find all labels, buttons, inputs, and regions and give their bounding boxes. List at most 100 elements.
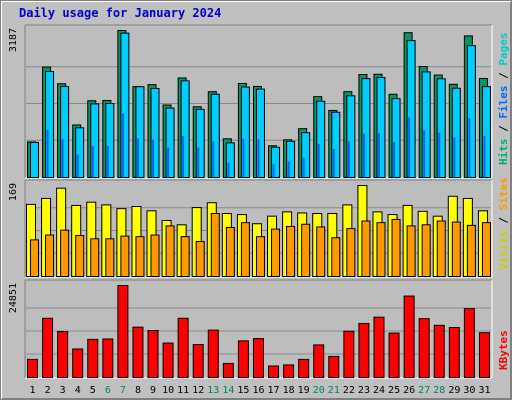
bar-kbytes-day-11 <box>177 317 189 378</box>
bar-sites-day-9 <box>150 234 160 278</box>
bar-sites-day-20 <box>316 226 326 277</box>
bar-sites-day-16 <box>255 236 265 277</box>
bar-files-day-12 <box>195 108 205 178</box>
x-tick-label-day-29: 29 <box>448 385 460 396</box>
x-tick-label-day-2: 2 <box>45 385 51 396</box>
bar-files-day-15 <box>240 86 250 178</box>
bar-kbytes-day-21 <box>328 355 340 378</box>
bar-pages-day-3 <box>61 139 64 178</box>
bar-kbytes-day-14 <box>222 362 234 379</box>
bar-sites-day-15 <box>240 222 250 277</box>
bar-kbytes-day-6 <box>102 338 114 379</box>
x-tick-label-day-13: 13 <box>207 385 219 396</box>
bar-pages-day-26 <box>408 117 411 178</box>
panel-kbytes: 24851 KBytes <box>8 279 510 379</box>
x-tick-label-day-26: 26 <box>403 385 415 396</box>
bar-sites-day-7 <box>120 235 130 278</box>
panel-visits: 169 Visits / Sites <box>8 177 510 278</box>
bar-sites-day-18 <box>286 225 296 278</box>
bar-sites-day-12 <box>195 241 205 277</box>
x-tick-label-day-11: 11 <box>177 385 189 396</box>
bar-pages-day-7 <box>121 113 124 178</box>
legend-item-pages: Pages <box>497 33 510 66</box>
bar-sites-day-28 <box>436 220 446 278</box>
bar-pages-day-24 <box>377 133 380 178</box>
x-tick-label-day-18: 18 <box>283 385 295 396</box>
x-tick-label-day-10: 10 <box>162 385 174 396</box>
bar-pages-day-13 <box>212 141 215 178</box>
legend-separator: / <box>497 119 510 139</box>
bar-files-day-4 <box>75 127 85 178</box>
bar-pages-day-23 <box>362 133 365 178</box>
bar-kbytes-day-8 <box>132 326 144 378</box>
x-tick-label-day-31: 31 <box>478 385 490 396</box>
bar-pages-day-14 <box>227 162 230 178</box>
legend-separator: / <box>497 66 510 86</box>
bar-pages-day-28 <box>438 132 441 178</box>
bar-kbytes-day-5 <box>87 338 99 379</box>
legend-item-kbytes: KBytes <box>497 330 510 370</box>
bar-sites-day-8 <box>135 236 145 277</box>
legend-item-files: Files <box>497 86 510 119</box>
bar-files-day-17 <box>271 146 281 179</box>
bar-kbytes-day-4 <box>72 348 84 379</box>
bar-kbytes-day-23 <box>358 322 370 378</box>
bar-files-day-1 <box>30 141 39 178</box>
bar-pages-day-29 <box>453 137 456 178</box>
panel-hits-legend: Hits / Files / Pages <box>497 33 510 166</box>
bar-files-day-28 <box>436 78 446 178</box>
bar-pages-day-5 <box>91 146 94 178</box>
x-tick-label-day-14: 14 <box>222 385 234 396</box>
panel-kbytes-ymax-label: 24851 <box>8 283 19 313</box>
x-tick-label-day-19: 19 <box>298 385 310 396</box>
x-tick-label-day-12: 12 <box>192 385 204 396</box>
bar-sites-day-17 <box>271 228 281 278</box>
panel-hits-ymax-label: 3187 <box>8 28 19 52</box>
bar-kbytes-day-22 <box>343 330 355 378</box>
x-tick-label-day-21: 21 <box>328 385 340 396</box>
bar-sites-day-11 <box>180 236 190 277</box>
x-tick-label-day-16: 16 <box>252 385 264 396</box>
bar-kbytes-day-12 <box>192 344 204 379</box>
bar-files-day-27 <box>421 71 431 178</box>
bar-pages-day-8 <box>136 138 139 178</box>
bar-pages-day-30 <box>468 118 471 178</box>
bar-sites-day-25 <box>391 218 401 278</box>
panel-visits-legend: Visits / Sites <box>497 177 510 270</box>
legend-item-sites: Sites <box>497 177 510 210</box>
x-tick-label-day-25: 25 <box>388 385 400 396</box>
x-tick-label-day-24: 24 <box>373 385 385 396</box>
bar-pages-day-4 <box>76 154 79 178</box>
bar-sites-day-10 <box>165 225 175 277</box>
bar-pages-day-9 <box>152 139 155 178</box>
bar-kbytes-day-1 <box>27 358 38 379</box>
bar-files-day-16 <box>255 88 265 178</box>
x-tick-label-day-20: 20 <box>313 385 325 396</box>
bar-kbytes-day-7 <box>117 285 129 378</box>
bar-pages-day-19 <box>302 157 305 178</box>
bar-files-day-13 <box>210 93 220 178</box>
bar-files-day-3 <box>60 86 70 178</box>
bar-sites-day-6 <box>105 238 115 277</box>
x-tick-label-day-27: 27 <box>418 385 430 396</box>
bar-pages-day-12 <box>197 147 200 178</box>
bar-pages-day-22 <box>347 141 350 178</box>
bar-pages-day-27 <box>423 130 426 178</box>
bar-kbytes-day-18 <box>283 364 295 379</box>
x-tick-label-day-5: 5 <box>90 385 96 396</box>
bar-sites-day-31 <box>481 222 491 277</box>
legend-item-hits: Hits <box>497 139 510 166</box>
bar-files-day-30 <box>466 45 476 179</box>
bar-files-day-18 <box>286 140 296 178</box>
bar-kbytes-day-20 <box>313 344 325 379</box>
bar-files-day-14 <box>225 142 235 178</box>
bar-files-day-26 <box>406 40 416 178</box>
x-tick-label-day-7: 7 <box>120 385 126 396</box>
legend-separator: / <box>497 210 510 230</box>
bar-kbytes-day-19 <box>298 358 310 379</box>
x-tick-label-day-8: 8 <box>135 385 141 396</box>
bar-kbytes-day-31 <box>478 332 490 378</box>
bar-kbytes-day-9 <box>147 329 159 379</box>
bar-sites-day-1 <box>30 239 39 277</box>
